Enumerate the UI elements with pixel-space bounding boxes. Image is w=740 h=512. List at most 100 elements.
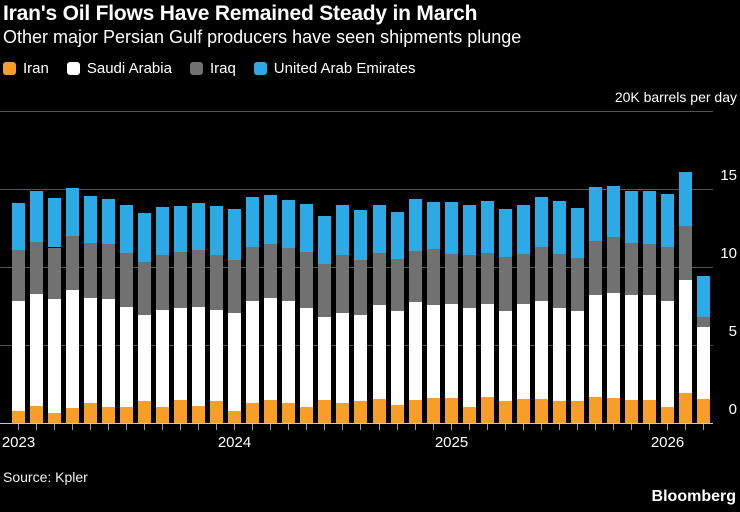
y-axis-unit-label: 20K barrels per day (614, 89, 737, 105)
bar-segment-united-arab-emirates (481, 201, 494, 253)
bar-segment-saudi-arabia (373, 305, 386, 399)
x-axis-tick (180, 424, 181, 430)
bar-segment-iran (48, 412, 61, 423)
x-axis-tick (270, 424, 271, 430)
x-axis-tick (523, 424, 524, 430)
x-axis-tick (685, 424, 686, 430)
bar-segment-united-arab-emirates (354, 210, 367, 260)
bar-segment-saudi-arabia (282, 301, 295, 403)
bar-segment-saudi-arabia (354, 314, 367, 402)
bar-segment-iran (66, 408, 79, 423)
bar-segment-iran (445, 398, 458, 423)
bar-segment-iran (679, 393, 692, 423)
x-axis-tick (360, 424, 361, 430)
bar-segment-iran (300, 406, 313, 423)
bar-segment-saudi-arabia (499, 310, 512, 402)
legend: Iran Saudi Arabia Iraq United Arab Emira… (3, 60, 416, 77)
bar-segment-iraq (246, 246, 259, 302)
bar-segment-saudi-arabia (607, 292, 620, 399)
bar-segment-iran (12, 410, 25, 423)
bar-segment-iran (192, 405, 205, 423)
bar-segment-saudi-arabia (481, 303, 494, 398)
bar-segment-saudi-arabia (679, 280, 692, 394)
bar-segment-iran (264, 399, 277, 423)
bar-segment-saudi-arabia (210, 309, 223, 402)
bar-segment-iraq (138, 261, 151, 316)
bar-segment-iraq (336, 255, 349, 314)
bar-segment-united-arab-emirates (679, 171, 692, 226)
bar-segment-iraq (499, 256, 512, 311)
x-axis-year-label: 2024 (217, 434, 252, 451)
bar-segment-united-arab-emirates (697, 276, 710, 317)
bar-segment-saudi-arabia (427, 305, 440, 399)
bar-segment-saudi-arabia (697, 327, 710, 399)
bar-segment-iran (318, 400, 331, 423)
y-tick-label: 15 (720, 167, 737, 184)
x-axis-tick (667, 424, 668, 430)
bar-segment-iraq (156, 255, 169, 310)
bar-segment-iran (409, 400, 422, 423)
x-axis-tick (451, 424, 452, 430)
bar-segment-iraq (679, 225, 692, 281)
bar-segment-saudi-arabia (30, 293, 43, 406)
bar-segment-iran (156, 406, 169, 423)
bar-segment-united-arab-emirates (409, 199, 422, 251)
bar-segment-iran (246, 402, 259, 423)
bar-segment-iran (607, 398, 620, 423)
bar-segment-iran (30, 405, 43, 423)
x-axis-year-label: 2023 (1, 434, 36, 451)
bar-segment-iraq (481, 252, 494, 304)
bar-segment-iraq (463, 254, 476, 309)
bar-segment-iraq (228, 259, 241, 313)
bar-segment-iran (102, 406, 115, 423)
bar-segment-united-arab-emirates (607, 185, 620, 238)
bar-segment-iran (517, 398, 530, 423)
legend-label-saudi-arabia: Saudi Arabia (86, 60, 172, 77)
bar-segment-saudi-arabia (589, 295, 602, 398)
bar-segment-saudi-arabia (246, 301, 259, 403)
bar-segment-saudi-arabia (120, 306, 133, 407)
bar-segment-saudi-arabia (336, 313, 349, 403)
x-axis-tick (505, 424, 506, 430)
x-axis-tick (54, 424, 55, 430)
iraq-swatch-icon (189, 62, 203, 75)
legend-label-iraq: Iraq (209, 60, 236, 77)
bar-segment-saudi-arabia (228, 313, 241, 412)
bar-segment-iraq (571, 257, 584, 312)
y-tick-label: 10 (720, 245, 737, 262)
bar-segment-iraq (589, 241, 602, 296)
iran-swatch-icon (3, 62, 16, 75)
bar-segment-iraq (391, 259, 404, 312)
bar-segment-iraq (264, 243, 277, 299)
bar-segment-iraq (120, 252, 133, 307)
bar-segment-iraq (607, 237, 620, 293)
bar-segment-united-arab-emirates (625, 191, 638, 243)
bar-segment-saudi-arabia (625, 295, 638, 401)
bar-segment-united-arab-emirates (553, 201, 566, 254)
bar-segment-iran (427, 398, 440, 423)
bar-segment-united-arab-emirates (138, 213, 151, 262)
x-axis-tick (18, 424, 19, 430)
x-axis-year-label: 2025 (434, 434, 469, 451)
bar-segment-iran (661, 406, 674, 423)
bar-segment-iran (535, 398, 548, 423)
bar-segment-united-arab-emirates (336, 205, 349, 256)
bar-segment-saudi-arabia (318, 316, 331, 401)
bar-segment-iraq (192, 249, 205, 307)
bar-segment-iraq (174, 252, 187, 309)
bar-segment-iran (643, 400, 656, 423)
x-axis-tick (252, 424, 253, 430)
bar-segment-saudi-arabia (264, 298, 277, 400)
bar-segment-iraq (445, 253, 458, 305)
legend-label-iran: Iran (23, 60, 49, 77)
bar-segment-united-arab-emirates (12, 203, 25, 250)
bar-segment-iraq (517, 253, 530, 305)
x-axis-tick (649, 424, 650, 430)
x-axis-tick (595, 424, 596, 430)
bar-segment-saudi-arabia (12, 301, 25, 411)
legend-item-iraq: Iraq (189, 60, 236, 77)
y-tick-label: 0 (728, 401, 737, 418)
x-axis-tick (144, 424, 145, 430)
bar-segment-iraq (282, 248, 295, 302)
